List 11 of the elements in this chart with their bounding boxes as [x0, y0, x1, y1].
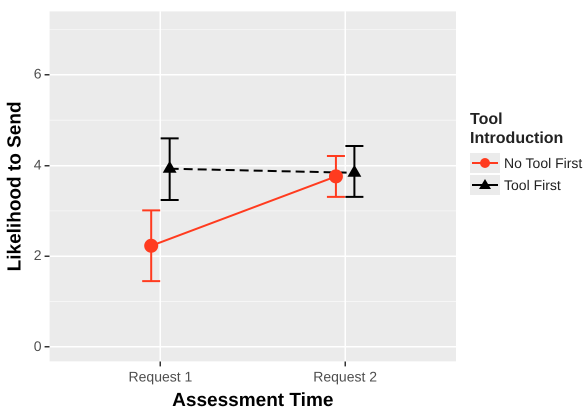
x-axis-title: Assessment Time: [172, 390, 334, 411]
x-tick-label: Request 2: [313, 368, 378, 385]
legend-title: Tool Introduction: [470, 110, 564, 148]
y-tick-label: 4: [34, 156, 42, 172]
y-tick-label: 2: [34, 247, 42, 264]
x-tick-label: Request 1: [128, 368, 193, 385]
legend-label: No Tool First: [504, 155, 582, 171]
y-tick-label: 0: [34, 338, 42, 354]
legend-label: Tool First: [504, 177, 561, 193]
y-tick-label: 6: [34, 66, 42, 82]
y-axis-title: Likelihood to Send: [4, 101, 26, 272]
